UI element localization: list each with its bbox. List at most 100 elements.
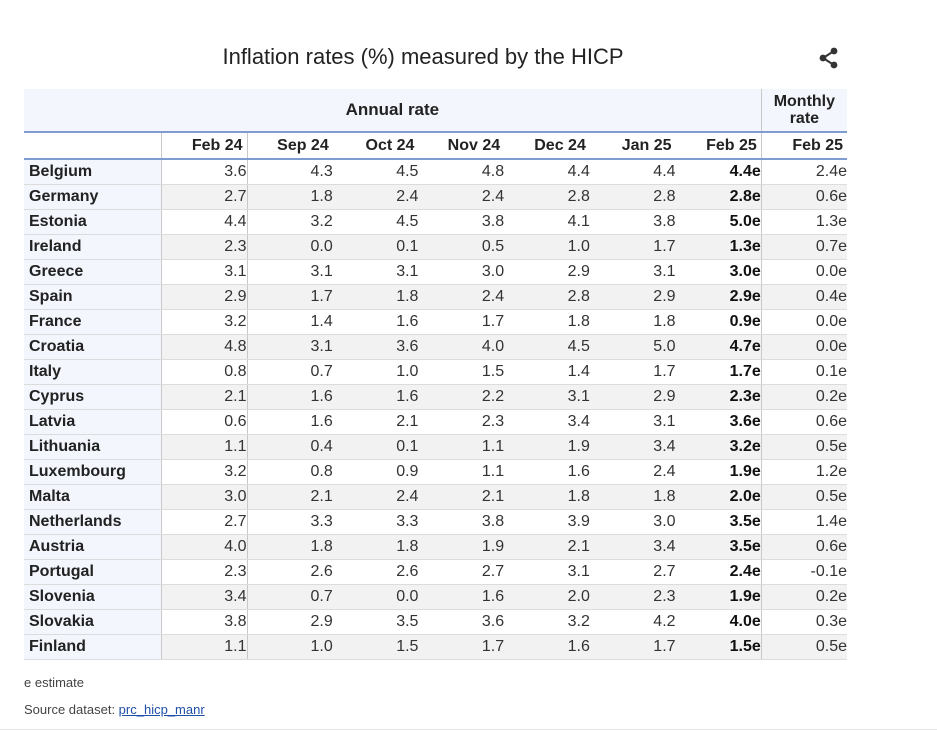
annual-rate-cell: 4.8 (418, 159, 505, 185)
annual-rate-cell: 3.2 (504, 609, 590, 635)
annual-rate-cell: 4.2 (589, 609, 676, 635)
monthly-rate-cell: 0.2e (760, 584, 847, 610)
column-header-annual: Feb 24 (160, 132, 248, 160)
annual-rate-cell: 3.9 (504, 509, 590, 535)
annual-rate-cell: 3.5e (675, 509, 762, 535)
source-dataset-link[interactable]: prc_hicp_manr (118, 702, 205, 717)
monthly-rate-cell: 0.0e (760, 309, 847, 335)
annual-rate-cell: 4.4 (504, 159, 590, 185)
country-name: Malta (24, 484, 162, 510)
annual-rate-cell: 3.2 (246, 209, 333, 235)
annual-rate-cell: 2.1 (418, 484, 505, 510)
country-name: Croatia (24, 334, 162, 360)
annual-rate-cell: 0.0 (246, 234, 333, 260)
annual-rate-cell: 1.5 (418, 359, 505, 385)
annual-rate-cell: 3.5e (675, 534, 762, 560)
annual-rate-cell: 3.6 (160, 159, 248, 185)
annual-rate-cell: 2.4 (332, 484, 419, 510)
table-row: Cyprus 2.1 1.6 1.6 2.2 3.1 2.9 2.3e 0.2e (24, 384, 847, 410)
estimate-note: e estimate (24, 675, 84, 690)
monthly-rate-cell: 0.1e (760, 359, 847, 385)
table-row: Slovenia 3.4 0.7 0.0 1.6 2.0 2.3 1.9e 0.2e (24, 584, 847, 610)
country-name: Greece (24, 259, 162, 285)
annual-rate-cell: 2.8 (589, 184, 676, 210)
annual-rate-cell: 4.4 (160, 209, 248, 235)
annual-rate-cell: 1.0 (332, 359, 419, 385)
annual-rate-cell: 1.8 (504, 484, 590, 510)
annual-rate-cell: 4.3 (246, 159, 333, 185)
table-row: Croatia 4.8 3.1 3.6 4.0 4.5 5.0 4.7e 0.0e (24, 334, 847, 360)
annual-rate-cell: 2.6 (246, 559, 333, 585)
annual-rate-cell: 3.3 (246, 509, 333, 535)
source-dataset: Source dataset: prc_hicp_manr (24, 702, 205, 717)
country-name: Portugal (24, 559, 162, 585)
annual-rate-cell: 2.3 (160, 559, 248, 585)
annual-rate-cell: 0.9e (675, 309, 762, 335)
table-row: Malta 3.0 2.1 2.4 2.1 1.8 1.8 2.0e 0.5e (24, 484, 847, 510)
annual-rate-cell: 0.0 (332, 584, 419, 610)
annual-rate-cell: 1.0 (246, 634, 333, 660)
annual-rate-cell: 1.8 (332, 534, 419, 560)
annual-rate-cell: 2.1 (504, 534, 590, 560)
annual-rate-cell: 1.7e (675, 359, 762, 385)
annual-rate-cell: 2.3e (675, 384, 762, 410)
table-row: Finland 1.1 1.0 1.5 1.7 1.6 1.7 1.5e 0.5e (24, 634, 847, 660)
annual-rate-cell: 1.6 (504, 459, 590, 485)
annual-rate-cell: 1.9e (675, 584, 762, 610)
country-name: Slovenia (24, 584, 162, 610)
monthly-rate-cell: 0.5e (760, 634, 847, 660)
annual-rate-cell: 1.8 (246, 534, 333, 560)
column-header-annual: Feb 25 (675, 132, 762, 160)
monthly-rate-cell: 0.2e (760, 384, 847, 410)
annual-rate-cell: 0.1 (332, 234, 419, 260)
share-icon[interactable] (818, 47, 840, 69)
monthly-rate-cell: 1.3e (760, 209, 847, 235)
annual-rate-cell: 3.0e (675, 259, 762, 285)
monthly-rate-cell: 0.0e (760, 334, 847, 360)
inflation-table: Annual rate Monthly rate Feb 24 Sep 24 Oct… (24, 89, 847, 660)
annual-rate-cell: 3.3 (332, 509, 419, 535)
country-name: Austria (24, 534, 162, 560)
monthly-rate-cell: 0.7e (760, 234, 847, 260)
annual-rate-cell: 2.4 (589, 459, 676, 485)
country-name: Belgium (24, 159, 162, 185)
country-name: Netherlands (24, 509, 162, 535)
annual-rate-cell: 4.4e (675, 159, 762, 185)
annual-rate-cell: 0.9 (332, 459, 419, 485)
country-name: Finland (24, 634, 162, 660)
annual-rate-cell: 0.8 (160, 359, 248, 385)
annual-rate-cell: 1.3e (675, 234, 762, 260)
annual-rate-cell: 1.6 (246, 409, 333, 435)
annual-rate-cell: 4.5 (332, 159, 419, 185)
annual-rate-cell: 0.5 (418, 234, 505, 260)
annual-rate-cell: 2.8 (504, 284, 590, 310)
annual-rate-cell: 3.0 (589, 509, 676, 535)
corner-cell (24, 132, 162, 160)
annual-rate-cell: 1.7 (418, 634, 505, 660)
annual-rate-cell: 0.1 (332, 434, 419, 460)
annual-rate-cell: 2.1 (246, 484, 333, 510)
annual-rate-cell: 2.8e (675, 184, 762, 210)
annual-rate-cell: 1.4 (504, 359, 590, 385)
country-name: Italy (24, 359, 162, 385)
annual-rate-cell: 3.1 (332, 259, 419, 285)
table-row: Latvia 0.6 1.6 2.1 2.3 3.4 3.1 3.6e 0.6e (24, 409, 847, 435)
annual-rate-cell: 0.6 (160, 409, 248, 435)
monthly-rate-cell: 0.6e (760, 184, 847, 210)
annual-rate-cell: 4.4 (589, 159, 676, 185)
annual-rate-cell: 0.7 (246, 584, 333, 610)
annual-rate-cell: 4.8 (160, 334, 248, 360)
monthly-rate-cell: 1.2e (760, 459, 847, 485)
annual-rate-cell: 1.7 (589, 359, 676, 385)
table-row: Spain 2.9 1.7 1.8 2.4 2.8 2.9 2.9e 0.4e (24, 284, 847, 310)
annual-rate-cell: 3.8 (418, 209, 505, 235)
annual-rate-cell: 2.4 (418, 284, 505, 310)
annual-rate-cell: 3.1 (589, 409, 676, 435)
annual-rate-cell: 4.7e (675, 334, 762, 360)
monthly-rate-header: Monthly rate (760, 89, 847, 133)
table-row: Germany 2.7 1.8 2.4 2.4 2.8 2.8 2.8e 0.6e (24, 184, 847, 210)
monthly-rate-cell: 0.3e (760, 609, 847, 635)
annual-rate-cell: 3.4 (589, 434, 676, 460)
monthly-rate-cell: 0.6e (760, 409, 847, 435)
column-header-annual: Sep 24 (246, 132, 333, 160)
